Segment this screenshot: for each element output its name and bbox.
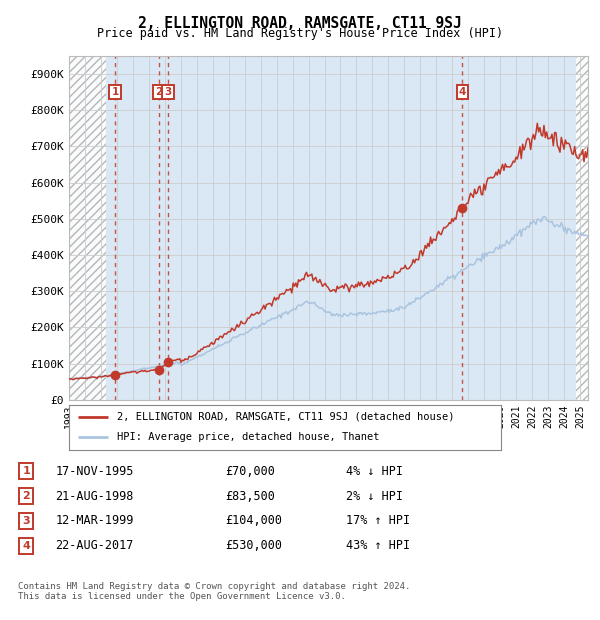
Text: 43% ↑ HPI: 43% ↑ HPI [346, 539, 410, 552]
Text: £83,500: £83,500 [225, 490, 275, 502]
Text: 3: 3 [23, 516, 30, 526]
Text: 4: 4 [459, 87, 466, 97]
Text: 2% ↓ HPI: 2% ↓ HPI [346, 490, 403, 502]
Text: 17% ↑ HPI: 17% ↑ HPI [346, 515, 410, 528]
Bar [576, 56, 588, 400]
Text: 2: 2 [23, 491, 30, 501]
Text: 4% ↓ HPI: 4% ↓ HPI [346, 464, 403, 477]
Text: 2, ELLINGTON ROAD, RAMSGATE, CT11 9SJ (detached house): 2, ELLINGTON ROAD, RAMSGATE, CT11 9SJ (d… [116, 412, 454, 422]
Bar [69, 56, 106, 400]
Text: Contains HM Land Registry data © Crown copyright and database right 2024.
This d: Contains HM Land Registry data © Crown c… [18, 582, 410, 601]
Text: 21-AUG-1998: 21-AUG-1998 [55, 490, 134, 502]
Text: 1: 1 [112, 87, 119, 97]
Text: £104,000: £104,000 [225, 515, 282, 528]
Text: £70,000: £70,000 [225, 464, 275, 477]
Text: £530,000: £530,000 [225, 539, 282, 552]
Text: 22-AUG-2017: 22-AUG-2017 [55, 539, 134, 552]
Text: 2: 2 [155, 87, 163, 97]
Text: 17-NOV-1995: 17-NOV-1995 [55, 464, 134, 477]
Text: 2, ELLINGTON ROAD, RAMSGATE, CT11 9SJ: 2, ELLINGTON ROAD, RAMSGATE, CT11 9SJ [138, 16, 462, 30]
Text: 3: 3 [164, 87, 172, 97]
Text: 12-MAR-1999: 12-MAR-1999 [55, 515, 134, 528]
Text: Price paid vs. HM Land Registry's House Price Index (HPI): Price paid vs. HM Land Registry's House … [97, 27, 503, 40]
Text: HPI: Average price, detached house, Thanet: HPI: Average price, detached house, Than… [116, 432, 379, 443]
Text: 4: 4 [22, 541, 31, 551]
Text: 1: 1 [23, 466, 30, 476]
